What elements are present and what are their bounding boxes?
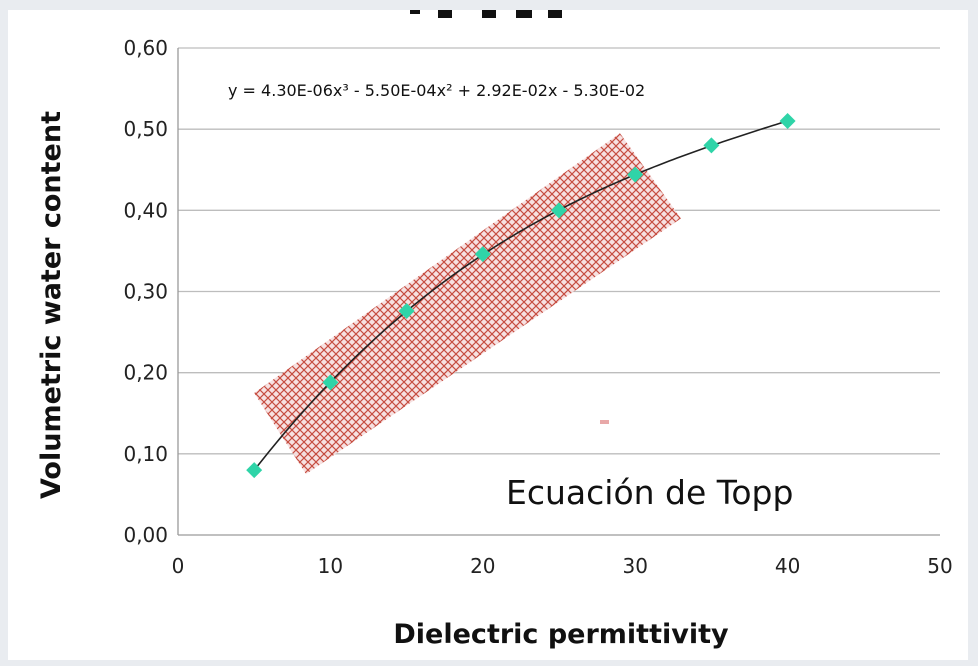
x-tick-label: 30 (622, 554, 647, 578)
chart-svg: 0,000,100,200,300,400,500,600 10 20 30 40 50 … (36, 10, 953, 650)
hatched-region (254, 133, 681, 475)
x-tick-label: 20 (470, 554, 495, 578)
y-tick-label: 0,60 (123, 36, 168, 60)
data-point (627, 166, 644, 183)
stray-mark (600, 420, 609, 424)
x-tick-label: 0 (172, 554, 185, 578)
tick-labels: 0,00 0,10 0,20 0,30 0,40 0,50 0,60 0 10 20 30 40 50 (123, 36, 952, 578)
trendline (253, 120, 788, 471)
data-point (551, 202, 567, 219)
y-tick-label: 0,20 (123, 361, 168, 385)
topp-annotation: Ecuación de Topp (506, 473, 793, 512)
highlight-band (254, 133, 681, 475)
data-point (703, 137, 720, 154)
data-point (322, 374, 339, 391)
y-tick-label: 0,00 (123, 523, 168, 547)
data-points (246, 113, 796, 479)
y-tick-label: 0,30 (123, 280, 168, 304)
data-point (779, 113, 796, 130)
y-tick-label: 0,50 (123, 117, 168, 141)
x-tick-label: 10 (318, 554, 343, 578)
data-point (246, 462, 263, 479)
cropped-title (410, 10, 562, 18)
trendline-equation: y = 4.30E-06x³ - 5.50E-04x² + 2.92E-02x … (228, 81, 645, 100)
x-tick-label: 50 (927, 554, 952, 578)
chart-panel: 0,00 0,10 0,20 0,30 0,40 0,50 0,60 0 10 20 30 40 50 … (8, 10, 968, 660)
x-tick-label: 40 (775, 554, 800, 578)
axes (177, 48, 940, 536)
y-axis-title: Volumetric water content (36, 111, 67, 499)
trendline-curve (253, 120, 788, 471)
x-axis-title: Dielectric permittivity (393, 619, 729, 650)
data-point (398, 302, 415, 319)
y-tick-label: 0,10 (123, 442, 168, 466)
y-tick-label: 0,40 (123, 198, 168, 222)
data-point (474, 246, 491, 263)
